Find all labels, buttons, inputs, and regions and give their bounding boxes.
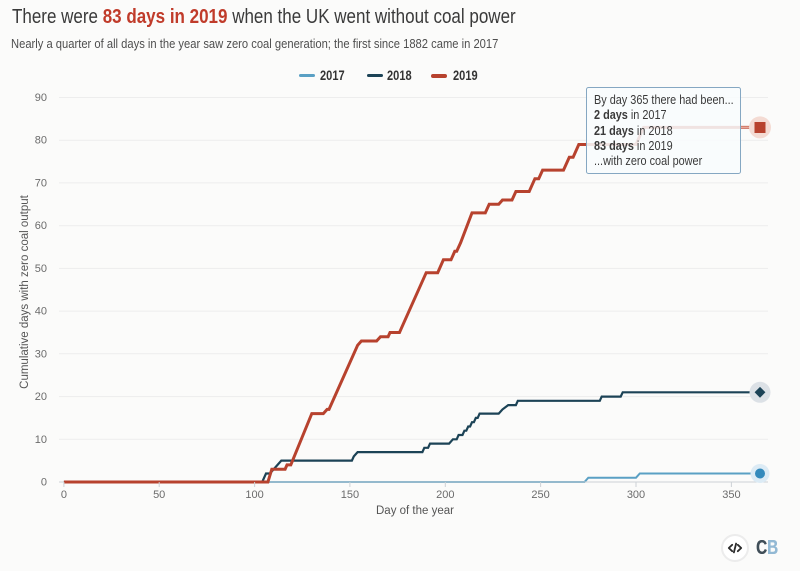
svg-text:Day of the year: Day of the year [376,505,454,517]
svg-text:40: 40 [35,306,47,318]
svg-text:70: 70 [35,177,47,189]
svg-text:50: 50 [153,489,165,501]
svg-text:80: 80 [35,135,47,147]
svg-text:350: 350 [722,489,740,501]
svg-text:100: 100 [245,489,263,501]
svg-text:0: 0 [41,477,47,489]
svg-text:60: 60 [35,220,47,232]
svg-text:10: 10 [35,434,47,446]
svg-text:90: 90 [35,92,47,104]
svg-text:300: 300 [627,489,645,501]
svg-text:Cumulative days with zero coal: Cumulative days with zero coal output [19,194,31,388]
svg-text:30: 30 [35,348,47,360]
svg-text:50: 50 [35,263,47,275]
svg-text:20: 20 [35,391,47,403]
svg-text:0: 0 [61,489,67,501]
svg-text:250: 250 [531,489,549,501]
svg-text:150: 150 [341,489,359,501]
svg-text:200: 200 [436,489,454,501]
